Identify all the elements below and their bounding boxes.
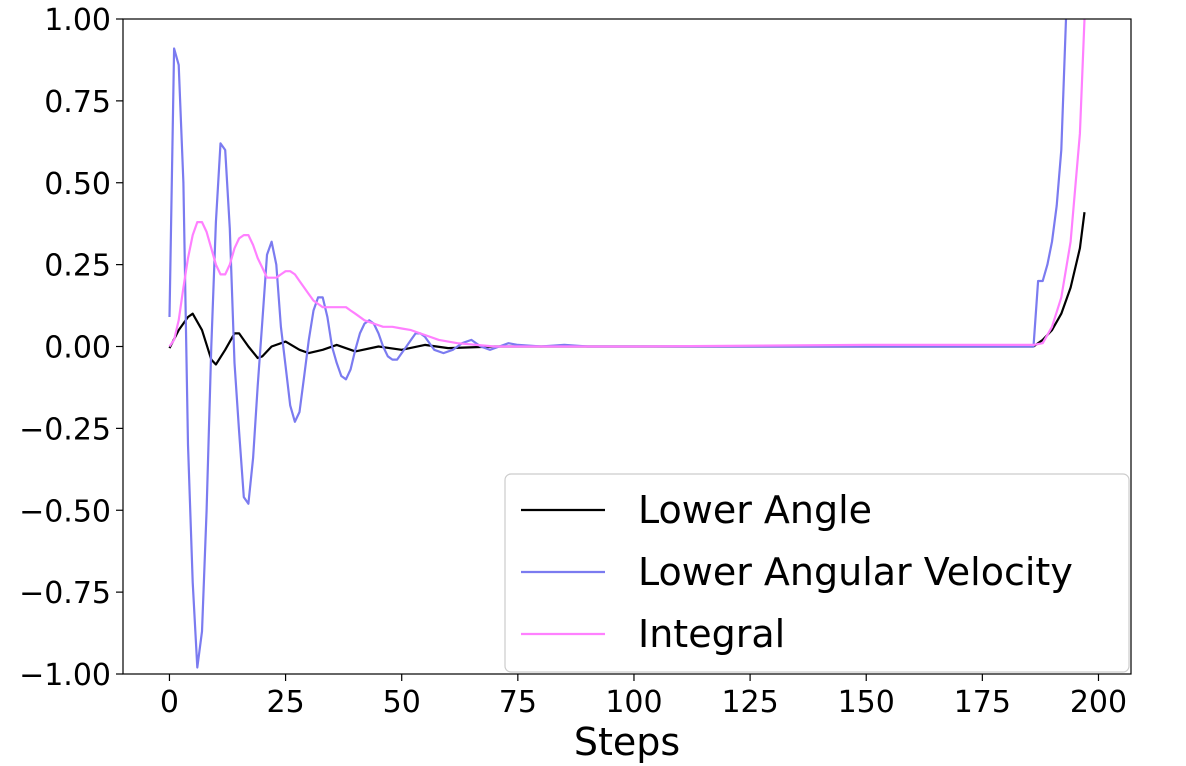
x-tick-label: 175	[954, 685, 1011, 720]
series-layer	[168, 19, 1086, 669]
x-tick-label: 125	[721, 685, 778, 720]
legend: Lower Angle Lower Angular Velocity Integra…	[504, 473, 1130, 673]
y-tick-label: −0.75	[19, 576, 111, 611]
x-tick-label: 100	[605, 685, 662, 720]
x-tick-label: 25	[266, 685, 304, 720]
legend-label: Lower Angular Velocity	[638, 550, 1073, 594]
series-line-2	[168, 19, 1086, 348]
x-axis-title: Steps	[574, 720, 680, 764]
legend-box	[504, 473, 1130, 673]
x-tick-label: 75	[499, 685, 537, 720]
x-tick-label: 150	[838, 685, 895, 720]
ticks-layer: 0 25 50 75 100 125 150 175 200 −1.00 −0.75 −0.50 −0.…	[19, 3, 1127, 720]
y-tick-label: 0.50	[44, 167, 111, 202]
series-line-1	[168, 19, 1068, 669]
x-tick-label: 0	[160, 685, 179, 720]
y-tick-label: −1.00	[19, 658, 111, 693]
legend-label: Integral	[638, 612, 785, 656]
y-tick-label: −0.50	[19, 494, 111, 529]
y-tick-label: 0.25	[44, 249, 111, 284]
y-tick-label: 0.75	[44, 85, 111, 120]
series-line-0	[168, 212, 1086, 366]
y-tick-label: 1.00	[44, 3, 111, 38]
x-tick-label: 50	[383, 685, 421, 720]
legend-label: Lower Angle	[638, 488, 872, 532]
y-tick-label: −0.25	[19, 412, 111, 447]
y-tick-label: 0.00	[44, 331, 111, 366]
x-tick-label: 200	[1070, 685, 1127, 720]
